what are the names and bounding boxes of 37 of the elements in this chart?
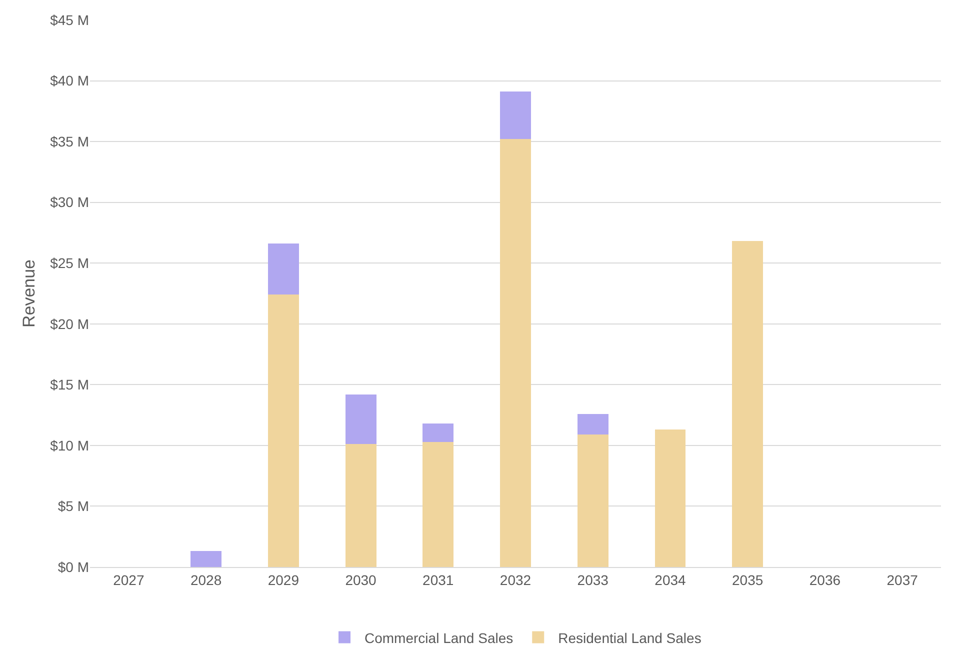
bar [268, 244, 299, 295]
y-axis-title: Revenue [20, 259, 39, 328]
x-tick-label: 2037 [886, 572, 918, 588]
x-tick-label: 2027 [113, 572, 144, 588]
x-tick-label: 2034 [654, 572, 686, 588]
legend-label: Commercial Land Sales [364, 630, 514, 646]
y-tick-label: $0 M [58, 558, 89, 575]
bar [268, 294, 299, 567]
x-tick-label: 2029 [268, 572, 300, 588]
bar [345, 394, 376, 444]
x-tick-label: 2031 [422, 572, 454, 588]
y-tick-label: $30 M [50, 194, 89, 210]
y-tick-label: $10 M [50, 437, 89, 454]
bar [654, 430, 686, 567]
bar [577, 434, 608, 567]
y-tick-label: $5 M [58, 498, 89, 514]
legend-label: Residential Land Sales [558, 630, 702, 646]
y-tick-label: $25 M [50, 255, 89, 272]
y-tick-label: $40 M [50, 72, 89, 89]
x-tick-label: 2028 [190, 572, 222, 588]
bar [732, 241, 764, 567]
bar [345, 444, 376, 567]
y-tick-label: $15 M [50, 376, 89, 393]
y-tick-label: $20 M [50, 316, 89, 332]
x-tick-label: 2033 [577, 572, 609, 588]
y-tick-label: $45 M [50, 12, 89, 28]
bar [190, 551, 222, 567]
x-tick-label: 2030 [345, 572, 377, 588]
bar [422, 442, 454, 567]
bar [577, 414, 608, 434]
bar [422, 424, 454, 442]
bar [500, 92, 531, 140]
bar [500, 139, 531, 567]
y-tick-label: $35 M [50, 133, 89, 150]
x-tick-label: 2035 [732, 572, 764, 588]
x-tick-label: 2032 [500, 572, 532, 588]
x-tick-label: 2036 [809, 572, 841, 588]
